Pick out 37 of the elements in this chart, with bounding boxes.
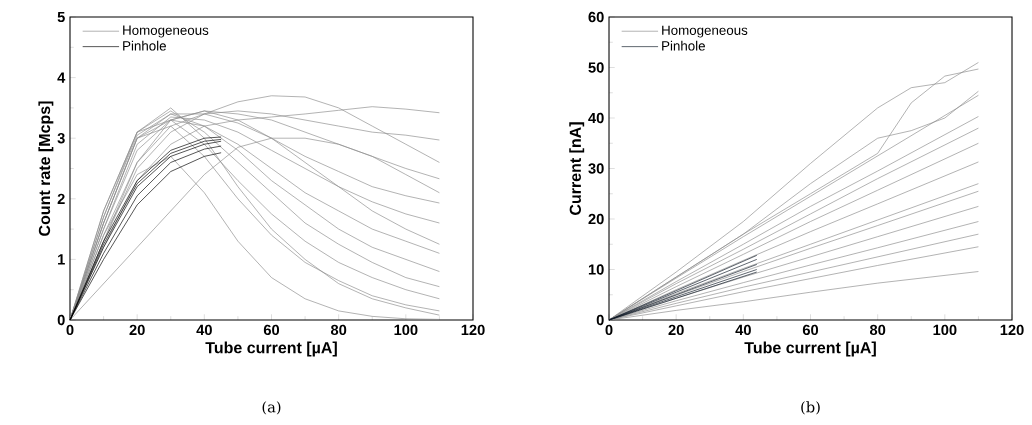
x-tick-label: 0 (605, 324, 613, 336)
y-tick-label: 0 (596, 314, 604, 326)
x-tick-label: 20 (668, 324, 684, 336)
text: (b) (801, 401, 820, 415)
legend-label: Homogeneous (662, 25, 748, 38)
text: (a) (262, 401, 281, 415)
y-tick-label: 0 (57, 314, 65, 326)
x-tick-label: 80 (330, 324, 347, 336)
x-tick-label: 40 (196, 324, 212, 336)
x-tick-label: 100 (933, 324, 957, 336)
y-tick-label: 30 (588, 163, 604, 174)
y-tick-label: 20 (588, 213, 604, 225)
x-axis-title: Tube current [µA] (744, 341, 876, 357)
x-tick-label: 120 (1000, 324, 1024, 336)
y-tick-label: 5 (57, 11, 65, 23)
x-tick-label: 40 (735, 324, 751, 336)
x-tick-label: 120 (461, 324, 485, 336)
legend-label: Pinhole (123, 40, 166, 51)
x-tick-label: 100 (394, 324, 418, 336)
y-tick-label: 10 (588, 264, 604, 275)
y-tick-label: 60 (588, 11, 604, 23)
x-tick-label: 20 (129, 324, 145, 336)
y-tick-label: 4 (57, 72, 66, 83)
legend-label: Homogeneous (123, 25, 209, 38)
x-tick-label: 0 (66, 324, 74, 336)
y-tick-label: 2 (57, 193, 65, 204)
y-tick-label: 1 (58, 254, 65, 265)
x-tick-label: 60 (802, 324, 819, 336)
y-tick-label: 3 (57, 133, 65, 144)
legend-label: Pinhole (662, 40, 705, 51)
x-tick-label: 60 (263, 324, 280, 336)
y-tick-label: 40 (588, 112, 604, 124)
y-axis-title: Current [nA] (569, 122, 585, 215)
y-tick-label: 50 (588, 62, 604, 73)
x-axis-title: Tube current [µA] (205, 341, 337, 357)
y-axis-title: Count rate [Mcps] (38, 101, 54, 236)
x-tick-label: 80 (869, 324, 886, 336)
